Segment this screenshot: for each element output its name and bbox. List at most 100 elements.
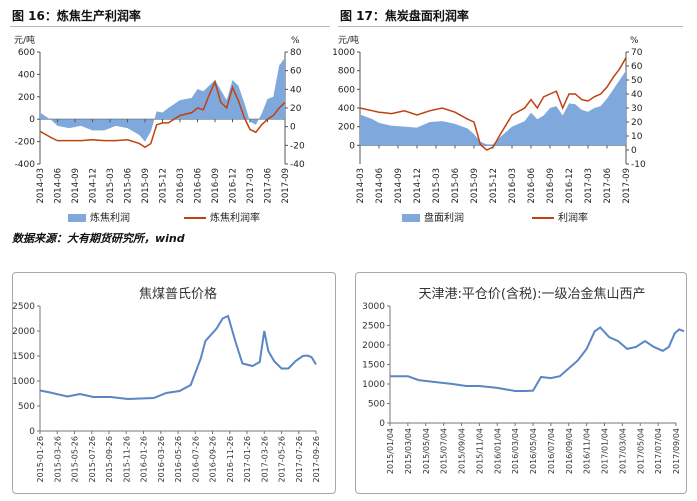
fig16-right-tick-label: 0 <box>290 123 296 133</box>
tianjin-y-tick-label: 0 <box>379 419 385 429</box>
figure-16-caption-rule <box>10 26 330 27</box>
fig16-x-tick-label: 2017-03 <box>246 168 256 204</box>
platts-y-tick-label: 0 <box>29 427 35 437</box>
fig17-left-tick-label: 600 <box>338 85 355 95</box>
fig17-x-tick-label: 2014-06 <box>375 168 385 204</box>
platts-x-tick-label: 2016-05-26 <box>174 436 183 483</box>
fig17-right-tick-label: 10 <box>631 132 643 142</box>
tianjin-y-tick-label: 2500 <box>362 322 385 332</box>
fig17-right-tick-label: 50 <box>631 76 643 86</box>
tianjin-y-tick-label: 1000 <box>362 380 385 390</box>
tianjin-title: 天津港:平仓价(含税):一级冶金焦山西产 <box>419 286 646 302</box>
platts-y-tick-label: 2000 <box>12 327 35 337</box>
fig16-right-unit: % <box>291 36 300 46</box>
tianjin-x-tick-label: 2015/07/04 <box>440 428 449 474</box>
platts-y-tick-label: 500 <box>18 402 35 412</box>
fig17-left-tick-label: 400 <box>338 104 355 114</box>
fig17-right-tick-label: 70 <box>631 48 643 58</box>
platts-x-tick-label: 2016-03-26 <box>157 436 166 483</box>
fig17-x-tick-label: 2015-12 <box>489 168 499 204</box>
figure-16-caption: 图 16：炼焦生产利润率 <box>12 9 141 23</box>
fig16-x-tick-label: 2015-03 <box>106 168 116 204</box>
tianjin-y-tick-label: 1500 <box>362 361 385 371</box>
fig16-x-tick-label: 2014-09 <box>71 168 81 204</box>
fig16-x-tick-label: 2014-06 <box>54 168 64 204</box>
fig16-x-tick-label: 2015-09 <box>141 168 151 204</box>
tianjin-x-tick-label: 2017/09/04 <box>672 428 681 474</box>
fig17-x-tick-label: 2017-06 <box>603 168 613 204</box>
platts-x-tick-label: 2015-07-26 <box>88 436 97 483</box>
fig17-x-tick-label: 2017-03 <box>584 168 594 204</box>
fig16-right-tick-label: -20 <box>290 141 305 151</box>
tianjin-y-tick-label: 3000 <box>362 302 385 312</box>
platts-x-tick-label: 2015-03-26 <box>53 436 62 483</box>
tianjin-chart-box <box>355 272 687 494</box>
platts-x-tick-label: 2016-09-26 <box>209 436 218 483</box>
platts-y-tick-label: 1000 <box>12 377 35 387</box>
fig17-x-tick-label: 2016-03 <box>508 168 518 204</box>
tianjin-y-tick-label: 500 <box>368 400 385 410</box>
tianjin-x-tick-label: 2015/01/04 <box>386 428 395 474</box>
fig17-left-tick-label: 1000 <box>332 48 355 58</box>
fig17-line-series <box>359 57 627 151</box>
platts-x-tick-label: 2017-07-26 <box>295 436 304 483</box>
fig17-right-tick-label: 40 <box>631 90 643 100</box>
platts-y-tick-label: 2500 <box>12 302 35 312</box>
fig16-left-tick-label: -200 <box>15 138 36 148</box>
figure-17-caption: 图 17：焦炭盘面利润率 <box>340 9 469 23</box>
fig17-x-tick-label: 2014-03 <box>356 168 366 204</box>
fig16-legend-line-label: 炼焦利润率 <box>210 211 260 224</box>
platts-chart-box <box>12 272 336 494</box>
fig16-right-tick-label: 40 <box>290 85 302 95</box>
fig17-x-tick-label: 2015-03 <box>432 168 442 204</box>
tianjin-y-tick-label: 2000 <box>362 341 385 351</box>
platts-x-tick-label: 2015-11-26 <box>122 436 131 483</box>
fig16-right-tick-label: -40 <box>290 160 305 170</box>
fig17-left-tick-label: 200 <box>338 123 355 133</box>
platts-x-tick-label: 2015-09-26 <box>105 436 114 483</box>
figure-17-caption-rule <box>338 26 683 27</box>
fig17-x-tick-label: 2014-09 <box>394 168 404 204</box>
tianjin-price-line <box>390 326 685 393</box>
platts-x-tick-label: 2017-01-26 <box>243 436 252 483</box>
tianjin-x-tick-label: 2017/05/04 <box>636 428 645 474</box>
platts-x-tick-label: 2016-11-26 <box>226 436 235 483</box>
tianjin-x-tick-label: 2016/09/04 <box>565 428 574 474</box>
fig17-right-tick-label: -10 <box>631 160 646 170</box>
tianjin-x-tick-label: 2016/07/04 <box>547 428 556 474</box>
platts-x-tick-label: 2017-05-26 <box>278 436 287 483</box>
platts-x-tick-label: 2017-03-26 <box>260 436 269 483</box>
tianjin-x-tick-label: 2017/03/04 <box>618 428 627 474</box>
fig16-x-tick-label: 2015-06 <box>124 168 134 204</box>
fig16-x-tick-label: 2014-12 <box>89 168 99 204</box>
fig16-left-tick-label: 400 <box>18 70 35 80</box>
fig17-right-tick-label: 60 <box>631 62 643 72</box>
tianjin-x-tick-label: 2015/03/04 <box>404 428 413 474</box>
platts-x-tick-label: 2015-05-26 <box>71 436 80 483</box>
fig17-right-unit: % <box>630 36 639 46</box>
fig16-x-tick-label: 2016-12 <box>229 168 239 204</box>
tianjin-x-tick-label: 2015/11/04 <box>475 428 484 474</box>
fig17-left-unit: 元/吨 <box>338 34 359 46</box>
fig16-left-tick-label: 200 <box>18 93 35 103</box>
fig17-x-tick-label: 2015-06 <box>451 168 461 204</box>
source-note: 数据来源：大有期货研究所，wind <box>12 232 185 245</box>
fig16-left-unit: 元/吨 <box>14 34 35 46</box>
fig17-right-tick-label: 30 <box>631 104 643 114</box>
fig17-right-tick-label: 0 <box>631 146 637 156</box>
tianjin-x-tick-label: 2016/01/04 <box>493 428 502 474</box>
tianjin-x-tick-label: 2016/11/04 <box>583 428 592 474</box>
fig16-right-tick-label: 80 <box>290 48 302 58</box>
fig17-x-tick-label: 2016-12 <box>565 168 575 204</box>
fig17-legend-line-label: 利润率 <box>558 211 588 224</box>
tianjin-x-tick-label: 2015/05/04 <box>422 428 431 474</box>
fig17-right-tick-label: 20 <box>631 118 643 128</box>
fig16-area-series <box>40 57 285 142</box>
tianjin-x-tick-label: 2017/01/04 <box>601 428 610 474</box>
fig17-area-series <box>360 70 626 146</box>
fig17-x-tick-label: 2017-09 <box>622 168 632 204</box>
platts-y-tick-label: 1500 <box>12 352 35 362</box>
platts-x-tick-label: 2015-01-26 <box>36 436 45 483</box>
platts-x-tick-label: 2017-09-26 <box>312 436 321 483</box>
